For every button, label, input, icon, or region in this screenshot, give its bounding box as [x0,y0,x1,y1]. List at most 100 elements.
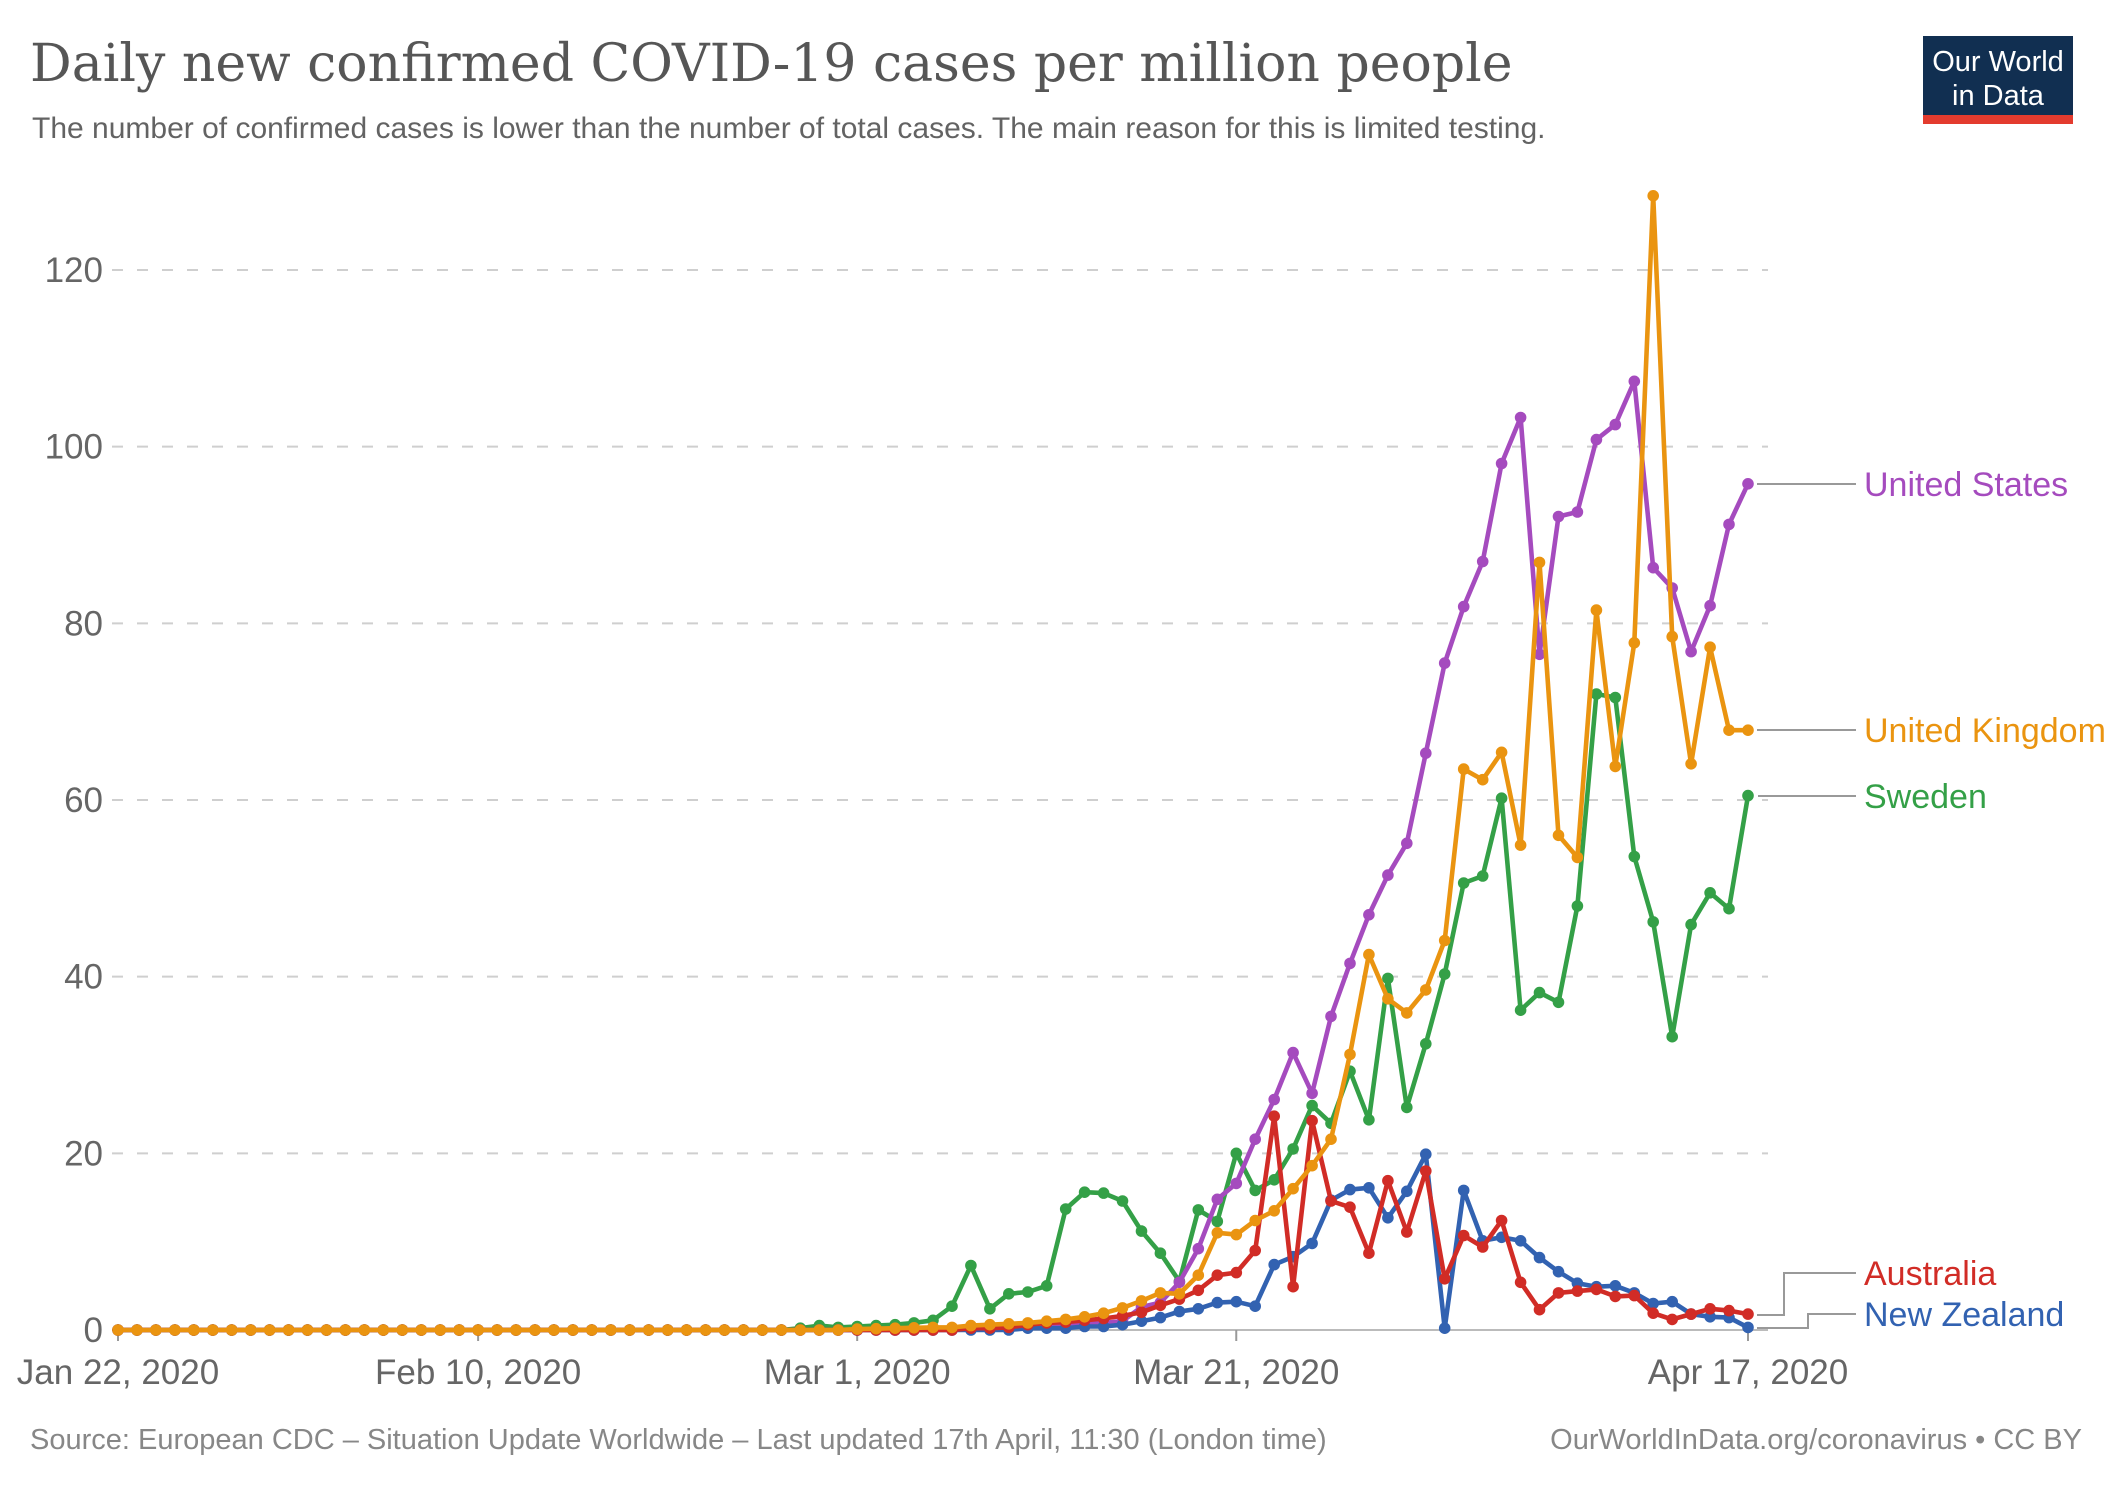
data-point-sweden[interactable] [1438,968,1451,980]
data-point-united-kingdom[interactable] [1552,829,1565,842]
data-point-united-kingdom[interactable] [548,1324,560,1336]
data-point-united-kingdom[interactable] [150,1324,162,1336]
data-point-united-kingdom[interactable] [1382,993,1394,1005]
series-line-united-states[interactable] [115,378,1751,1333]
data-point-united-states[interactable] [1230,1177,1243,1190]
data-point-australia[interactable] [1230,1266,1243,1279]
data-point-australia[interactable] [1154,1299,1167,1312]
data-point-australia[interactable] [1685,1308,1697,1320]
data-point-united-kingdom[interactable] [1533,556,1546,569]
data-point-sweden[interactable] [1647,916,1659,928]
data-point-united-kingdom[interactable] [1571,851,1584,864]
series-line-united-kingdom[interactable] [115,193,1751,1333]
data-point-united-kingdom[interactable] [1022,1317,1034,1329]
data-point-united-kingdom[interactable] [1704,641,1716,653]
data-point-united-states[interactable] [1401,837,1413,850]
data-point-australia[interactable] [1211,1269,1224,1281]
data-point-united-kingdom[interactable] [1628,637,1641,649]
data-point-united-states[interactable] [1420,747,1432,759]
data-point-new-zealand[interactable] [1742,1321,1754,1334]
data-point-australia[interactable] [1420,1165,1432,1177]
data-point-sweden[interactable] [1192,1204,1205,1216]
data-point-sweden[interactable] [1495,792,1508,804]
data-point-sweden[interactable] [1230,1147,1243,1160]
data-point-australia[interactable] [1514,1276,1527,1289]
data-point-sweden[interactable] [1401,1101,1413,1114]
data-point-australia[interactable] [1268,1110,1280,1122]
data-point-united-kingdom[interactable] [1287,1182,1299,1195]
data-point-new-zealand[interactable] [1457,1184,1470,1197]
data-point-sweden[interactable] [1552,996,1565,1009]
data-point-australia[interactable] [1382,1174,1394,1187]
data-point-united-kingdom[interactable] [1590,604,1603,616]
data-point-united-kingdom[interactable] [1666,630,1678,643]
data-point-united-states[interactable] [1571,506,1584,518]
data-point-sweden[interactable] [1742,789,1754,802]
data-point-sweden[interactable] [1078,1186,1091,1198]
data-point-united-kingdom[interactable] [623,1324,636,1336]
data-point-australia[interactable] [1135,1306,1148,1319]
data-point-united-kingdom[interactable] [1742,724,1754,736]
data-point-united-kingdom[interactable] [661,1324,674,1336]
data-point-sweden[interactable] [1420,1038,1432,1050]
data-point-united-kingdom[interactable] [813,1324,826,1336]
data-point-united-kingdom[interactable] [1003,1318,1015,1330]
data-point-united-kingdom[interactable] [1685,758,1697,770]
data-point-united-kingdom[interactable] [1040,1315,1053,1327]
data-point-australia[interactable] [1457,1229,1470,1242]
data-point-australia[interactable] [1609,1290,1622,1303]
data-point-sweden[interactable] [1022,1286,1034,1298]
data-point-united-states[interactable] [1192,1242,1205,1255]
data-point-united-kingdom[interactable] [491,1324,503,1336]
data-point-united-states[interactable] [1552,510,1565,523]
data-point-new-zealand[interactable] [1097,1320,1110,1333]
data-point-united-kingdom[interactable] [832,1324,844,1336]
data-point-sweden[interactable] [1003,1288,1015,1300]
data-point-sweden[interactable] [1666,1030,1678,1043]
data-point-united-kingdom[interactable] [1097,1307,1110,1319]
data-point-australia[interactable] [1552,1287,1565,1299]
data-point-united-kingdom[interactable] [965,1319,977,1332]
data-point-united-kingdom[interactable] [1647,190,1659,202]
data-point-united-kingdom[interactable] [775,1324,788,1336]
data-point-australia[interactable] [1742,1308,1754,1320]
data-point-united-kingdom[interactable] [1268,1205,1280,1217]
data-point-new-zealand[interactable] [1306,1237,1318,1250]
data-point-united-states[interactable] [1268,1093,1280,1106]
data-point-united-states[interactable] [1685,645,1697,658]
data-point-sweden[interactable] [965,1259,977,1272]
data-point-sweden[interactable] [1211,1215,1224,1228]
data-point-united-states[interactable] [1457,600,1470,613]
data-point-united-kingdom[interactable] [188,1324,200,1336]
data-point-new-zealand[interactable] [1154,1311,1167,1324]
data-point-new-zealand[interactable] [1514,1235,1527,1247]
data-point-sweden[interactable] [1363,1114,1375,1126]
data-point-united-states[interactable] [1647,561,1659,574]
data-point-sweden[interactable] [1704,887,1716,899]
data-point-new-zealand[interactable] [1666,1295,1678,1308]
data-point-united-kingdom[interactable] [1723,724,1735,736]
data-point-united-states[interactable] [1382,869,1394,881]
data-point-new-zealand[interactable] [1438,1322,1451,1334]
data-point-australia[interactable] [1533,1303,1546,1316]
data-point-united-kingdom[interactable] [301,1324,314,1336]
data-point-united-kingdom[interactable] [680,1324,693,1336]
data-point-united-states[interactable] [1609,418,1622,431]
data-point-united-kingdom[interactable] [1154,1287,1167,1299]
data-point-sweden[interactable] [1590,688,1603,700]
data-point-new-zealand[interactable] [1533,1251,1546,1264]
data-point-united-kingdom[interactable] [1306,1159,1318,1172]
data-point-united-kingdom[interactable] [699,1324,712,1336]
data-point-united-kingdom[interactable] [946,1321,958,1334]
data-point-united-kingdom[interactable] [1401,1007,1413,1019]
data-point-new-zealand[interactable] [1363,1182,1375,1194]
data-point-new-zealand[interactable] [1173,1305,1186,1318]
data-point-australia[interactable] [1192,1284,1205,1297]
data-point-new-zealand[interactable] [1704,1311,1716,1323]
data-point-australia[interactable] [1723,1304,1735,1317]
data-point-sweden[interactable] [1723,902,1735,915]
data-point-united-states[interactable] [1344,957,1356,970]
data-point-new-zealand[interactable] [1344,1183,1356,1196]
data-point-united-kingdom[interactable] [642,1324,655,1336]
data-point-new-zealand[interactable] [1211,1296,1224,1309]
